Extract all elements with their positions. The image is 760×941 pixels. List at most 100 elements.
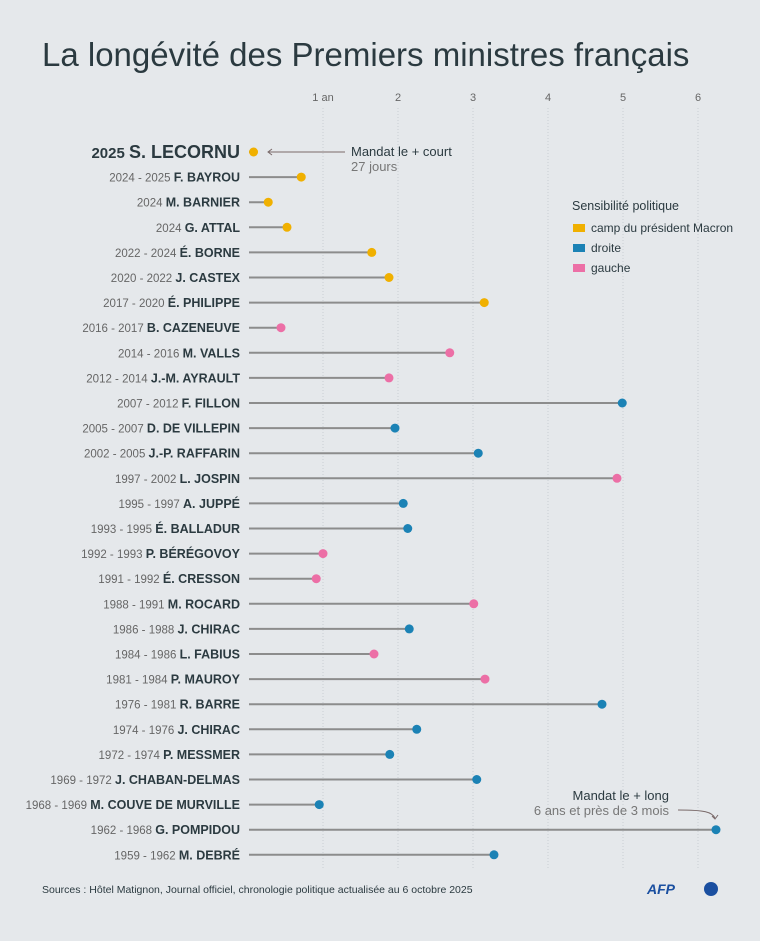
row-period: 1981 - 1984 bbox=[106, 675, 171, 687]
lollipop-dot bbox=[384, 373, 394, 383]
x-tick-label: 1 an bbox=[312, 92, 333, 104]
legend-label: droite bbox=[591, 241, 621, 255]
row-period: 2002 - 2005 bbox=[84, 449, 149, 461]
table-row: 1968 - 1969 M. COUVE DE MURVILLE bbox=[26, 798, 324, 812]
row-label: 1974 - 1976 J. CHIRAC bbox=[113, 723, 240, 737]
lollipop-dot bbox=[597, 699, 607, 709]
row-label: 1992 - 1993 P. BÉRÉGOVOY bbox=[81, 546, 241, 561]
row-name: P. MESSMER bbox=[163, 748, 240, 762]
annotation-shortest-detail: 27 jours bbox=[351, 159, 398, 174]
row-name: É. CRESSON bbox=[163, 571, 240, 586]
row-label: 2007 - 2012 F. FILLON bbox=[117, 397, 240, 411]
lollipop-dot bbox=[612, 473, 622, 483]
lollipop-dot bbox=[398, 498, 408, 508]
row-period: 2017 - 2020 bbox=[103, 298, 168, 310]
table-row: 1981 - 1984 P. MAUROY bbox=[106, 673, 490, 687]
row-name: J. CHIRAC bbox=[177, 723, 240, 737]
row-period: 2024 bbox=[137, 198, 166, 210]
row-label: 1988 - 1991 M. ROCARD bbox=[103, 597, 240, 611]
row-label: 2016 - 2017 B. CAZENEUVE bbox=[82, 321, 240, 335]
table-row: 1972 - 1974 P. MESSMER bbox=[99, 748, 395, 762]
row-period: 2012 - 2014 bbox=[86, 373, 151, 385]
table-row: 2005 - 2007 D. DE VILLEPIN bbox=[82, 422, 400, 436]
lollipop-dot bbox=[276, 323, 286, 333]
row-label: 1995 - 1997 A. JUPPÉ bbox=[118, 496, 240, 511]
lollipop-dot bbox=[480, 674, 490, 684]
row-label: 2024 M. BARNIER bbox=[137, 196, 240, 210]
row-label: 1959 - 1962 M. DEBRÉ bbox=[114, 847, 240, 862]
row-label: 1981 - 1984 P. MAUROY bbox=[106, 673, 240, 687]
legend-title: Sensibilité politique bbox=[572, 199, 679, 213]
lollipop-dot bbox=[404, 624, 414, 634]
row-name: É. BALLADUR bbox=[155, 521, 240, 536]
row-label: 2020 - 2022 J. CASTEX bbox=[111, 271, 241, 285]
row-period: 1972 - 1974 bbox=[99, 750, 164, 762]
row-period: 2020 - 2022 bbox=[111, 273, 176, 285]
table-row: 2024 M. BARNIER bbox=[137, 196, 273, 210]
table-row: 1976 - 1981 R. BARRE bbox=[115, 698, 607, 712]
table-row: 1984 - 1986 L. FABIUS bbox=[115, 648, 379, 662]
row-period: 2005 - 2007 bbox=[82, 424, 147, 436]
row-name: J. CASTEX bbox=[175, 271, 240, 285]
row-name: J. CHABAN-DELMAS bbox=[115, 773, 240, 787]
row-name: F. BAYROU bbox=[174, 171, 240, 185]
row-label: 2005 - 2007 D. DE VILLEPIN bbox=[82, 422, 240, 436]
lollipop-dot bbox=[249, 147, 259, 157]
row-period: 1997 - 2002 bbox=[115, 474, 180, 486]
row-name: L. FABIUS bbox=[180, 648, 240, 662]
lollipop-dot bbox=[311, 574, 321, 584]
row-label: 1984 - 1986 L. FABIUS bbox=[115, 648, 240, 662]
lollipop-dot bbox=[472, 775, 482, 784]
lollipop-dot bbox=[296, 172, 306, 182]
row-period: 2024 - 2025 bbox=[109, 173, 174, 185]
row-period: 1991 - 1992 bbox=[98, 574, 163, 586]
lollipop-dot bbox=[412, 724, 422, 734]
row-label: 2024 G. ATTAL bbox=[156, 221, 240, 235]
annotation-longest: Mandat le + long 6 ans et près de 3 mois bbox=[534, 788, 719, 820]
row-name: J.-P. RAFFARIN bbox=[149, 447, 240, 461]
annotation-longest-detail: 6 ans et près de 3 mois bbox=[534, 803, 670, 818]
lollipop-dot bbox=[369, 649, 379, 659]
row-name: M. BARNIER bbox=[166, 196, 240, 210]
row-label: 1991 - 1992 É. CRESSON bbox=[98, 571, 240, 586]
row-label: 1972 - 1974 P. MESSMER bbox=[99, 748, 240, 762]
row-period: 1993 - 1995 bbox=[91, 524, 156, 536]
source-note: Sources : Hôtel Matignon, Journal offici… bbox=[42, 884, 473, 896]
table-row: 1988 - 1991 M. ROCARD bbox=[103, 597, 479, 611]
row-label: 1997 - 2002 L. JOSPIN bbox=[115, 472, 240, 486]
row-period: 2007 - 2012 bbox=[117, 399, 182, 411]
row-label: 2017 - 2020 É. PHILIPPE bbox=[103, 295, 240, 310]
lollipop-dot bbox=[318, 549, 328, 559]
row-label: 2012 - 2014 J.-M. AYRAULT bbox=[86, 371, 240, 385]
legend-swatch bbox=[573, 264, 585, 272]
row-period: 2016 - 2017 bbox=[82, 323, 147, 335]
row-period: 1988 - 1991 bbox=[103, 599, 168, 611]
table-row: 1962 - 1968 G. POMPIDOU bbox=[91, 823, 721, 837]
table-row: 2020 - 2022 J. CASTEX bbox=[111, 271, 394, 285]
afp-logo: AFP bbox=[646, 881, 718, 897]
row-period: 1986 - 1988 bbox=[113, 624, 178, 636]
page-title: La longévité des Premiers ministres fran… bbox=[42, 36, 689, 73]
lollipop-dot bbox=[617, 398, 627, 408]
table-row: 1974 - 1976 J. CHIRAC bbox=[113, 723, 422, 737]
table-row: 1995 - 1997 A. JUPPÉ bbox=[118, 496, 408, 511]
row-period: 1995 - 1997 bbox=[118, 499, 183, 511]
table-row: 2012 - 2014 J.-M. AYRAULT bbox=[86, 371, 394, 385]
row-period: 1968 - 1969 bbox=[26, 800, 91, 812]
x-tick-label: 2 bbox=[395, 92, 401, 104]
row-period: 1992 - 1993 bbox=[81, 549, 146, 561]
legend-swatch bbox=[573, 224, 585, 232]
lollipop-dot bbox=[479, 298, 489, 308]
x-tick-label: 3 bbox=[470, 92, 476, 104]
table-row: 1986 - 1988 J. CHIRAC bbox=[113, 622, 414, 636]
table-row: 1959 - 1962 M. DEBRÉ bbox=[114, 847, 499, 862]
row-period: 1974 - 1976 bbox=[113, 725, 178, 737]
lollipop-dot bbox=[445, 348, 455, 358]
legend-label: camp du président Macron bbox=[591, 221, 733, 235]
lollipop-dot bbox=[314, 800, 324, 810]
row-name: G. ATTAL bbox=[185, 221, 241, 235]
row-period: 2025 bbox=[91, 145, 129, 162]
table-row: 1993 - 1995 É. BALLADUR bbox=[91, 521, 413, 536]
table-row: 1992 - 1993 P. BÉRÉGOVOY bbox=[81, 546, 328, 561]
row-name: A. JUPPÉ bbox=[183, 496, 240, 511]
